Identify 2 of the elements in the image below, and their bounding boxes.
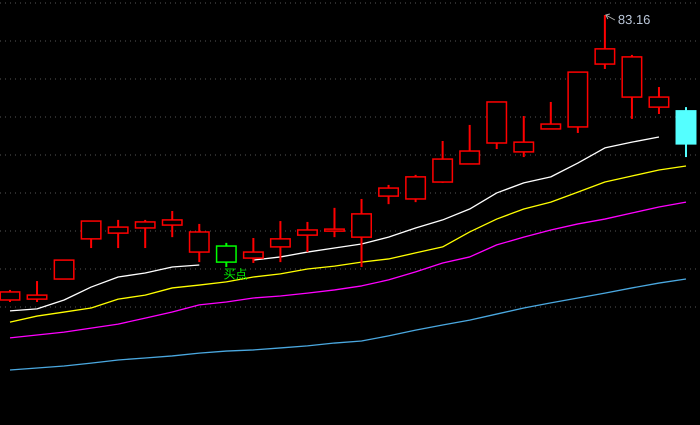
annotation: 买点 [223,266,248,281]
annotation: 83.16 [618,12,650,27]
